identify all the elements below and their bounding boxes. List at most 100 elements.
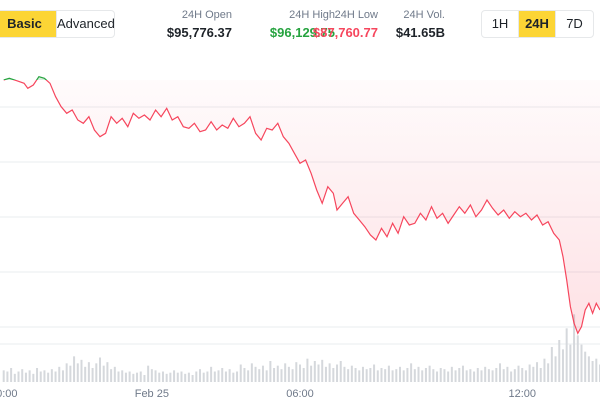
volume-bar [328,363,331,382]
volume-bar [58,366,61,382]
volume-bar [84,366,87,382]
volume-bar [391,370,394,382]
volume-bar [147,365,150,382]
stat-value: $96,129.75 [269,25,335,40]
stat-value: $87,760.77 [312,25,378,40]
stat-label: 24H High [289,9,335,21]
volume-bar [110,369,113,382]
volume-bar [580,344,583,382]
volume-bar [595,358,598,382]
volume-bar [54,371,57,382]
volume-bar [80,359,83,382]
volume-bar [143,375,146,382]
volume-bar [6,371,9,382]
volume-bar [336,364,339,382]
stat-label: 24H Low [334,9,378,21]
volume-bar [21,369,24,382]
volume-bar [461,365,464,382]
volume-bar [536,362,539,382]
volume-bar [317,364,320,382]
volume-bar [169,372,172,382]
price-line [3,76,600,335]
volume-bar [154,370,157,382]
advanced-view-button[interactable]: Advanced [57,16,115,31]
volume-bar [469,369,472,382]
volume-bar [299,364,301,382]
volume-bar [428,365,431,382]
volume-bar [184,373,187,382]
range-1h-button[interactable]: 1H [482,11,519,37]
range-7d-button[interactable]: 7D [566,16,583,31]
volume-bar [258,369,261,382]
volume-bar [32,373,35,382]
volume-bar [584,351,587,382]
volume-bar [347,369,350,382]
volume-bar [206,371,209,382]
volume-bar [310,365,313,382]
volume-bar [332,368,335,382]
volume-bar [354,368,357,382]
range-24h-button[interactable]: 24H [519,11,556,37]
volume-bar [180,371,183,382]
volume-bar [465,370,468,382]
volume-bar [250,363,253,382]
volume-bar [50,369,53,382]
volume-bar [102,365,105,382]
volume-bar [173,370,176,382]
volume-bar [273,368,276,382]
volume-bar [532,366,535,382]
volume-bars [2,314,600,382]
volume-bar [210,366,213,382]
volume-bar [432,369,435,382]
volume-bar [295,362,298,382]
volume-bar [39,371,42,382]
volume-bar [165,373,168,382]
stat-24h-volume: 24H Vol. $41.65B [396,9,445,42]
volume-bar [76,363,79,382]
volume-bar [473,371,476,382]
volume-bar [269,361,272,382]
volume-bar [191,375,194,382]
volume-bar [158,372,161,382]
volume-bar [513,369,516,382]
volume-bar [587,356,590,382]
stat-24h-high: 24H High $96,129.75 [270,9,335,42]
basic-view-button[interactable]: Basic [0,11,57,37]
x-tick-label: 06:00 [286,388,314,400]
volume-bar [439,368,442,382]
stat-value: $95,776.37 [166,25,232,40]
volume-bar [291,369,294,382]
volume-bar [499,363,501,382]
price-area-down [3,80,600,334]
volume-bar [95,363,98,382]
volume-bar [243,368,246,382]
volume-bar [339,361,342,382]
volume-bar [187,372,190,382]
volume-bar [495,368,498,382]
volume-bar [373,364,376,382]
volume-bar [591,361,594,382]
volume-bar [199,369,201,382]
volume-bar [69,365,72,382]
volume-bar [576,335,579,382]
volume-bar [402,370,405,382]
volume-bar [550,347,553,382]
price-area [3,76,600,334]
x-axis-labels: 00:00 Feb 25 06:00 12:00 [0,388,536,400]
volume-bar [321,359,324,382]
stat-label: 24H Open [181,9,232,21]
volume-bar [106,362,109,382]
volume-bar [502,369,505,382]
volume-bar [302,368,305,382]
volume-bar [213,371,216,382]
volume-bar [221,368,224,382]
volume-bar [91,368,94,382]
volume-bar [228,369,231,382]
volume-bar [17,371,20,382]
volume-bar [350,365,353,382]
volume-bar [543,358,546,382]
volume-bar [132,373,135,382]
volume-bar [487,369,490,382]
volume-bar [343,366,346,382]
